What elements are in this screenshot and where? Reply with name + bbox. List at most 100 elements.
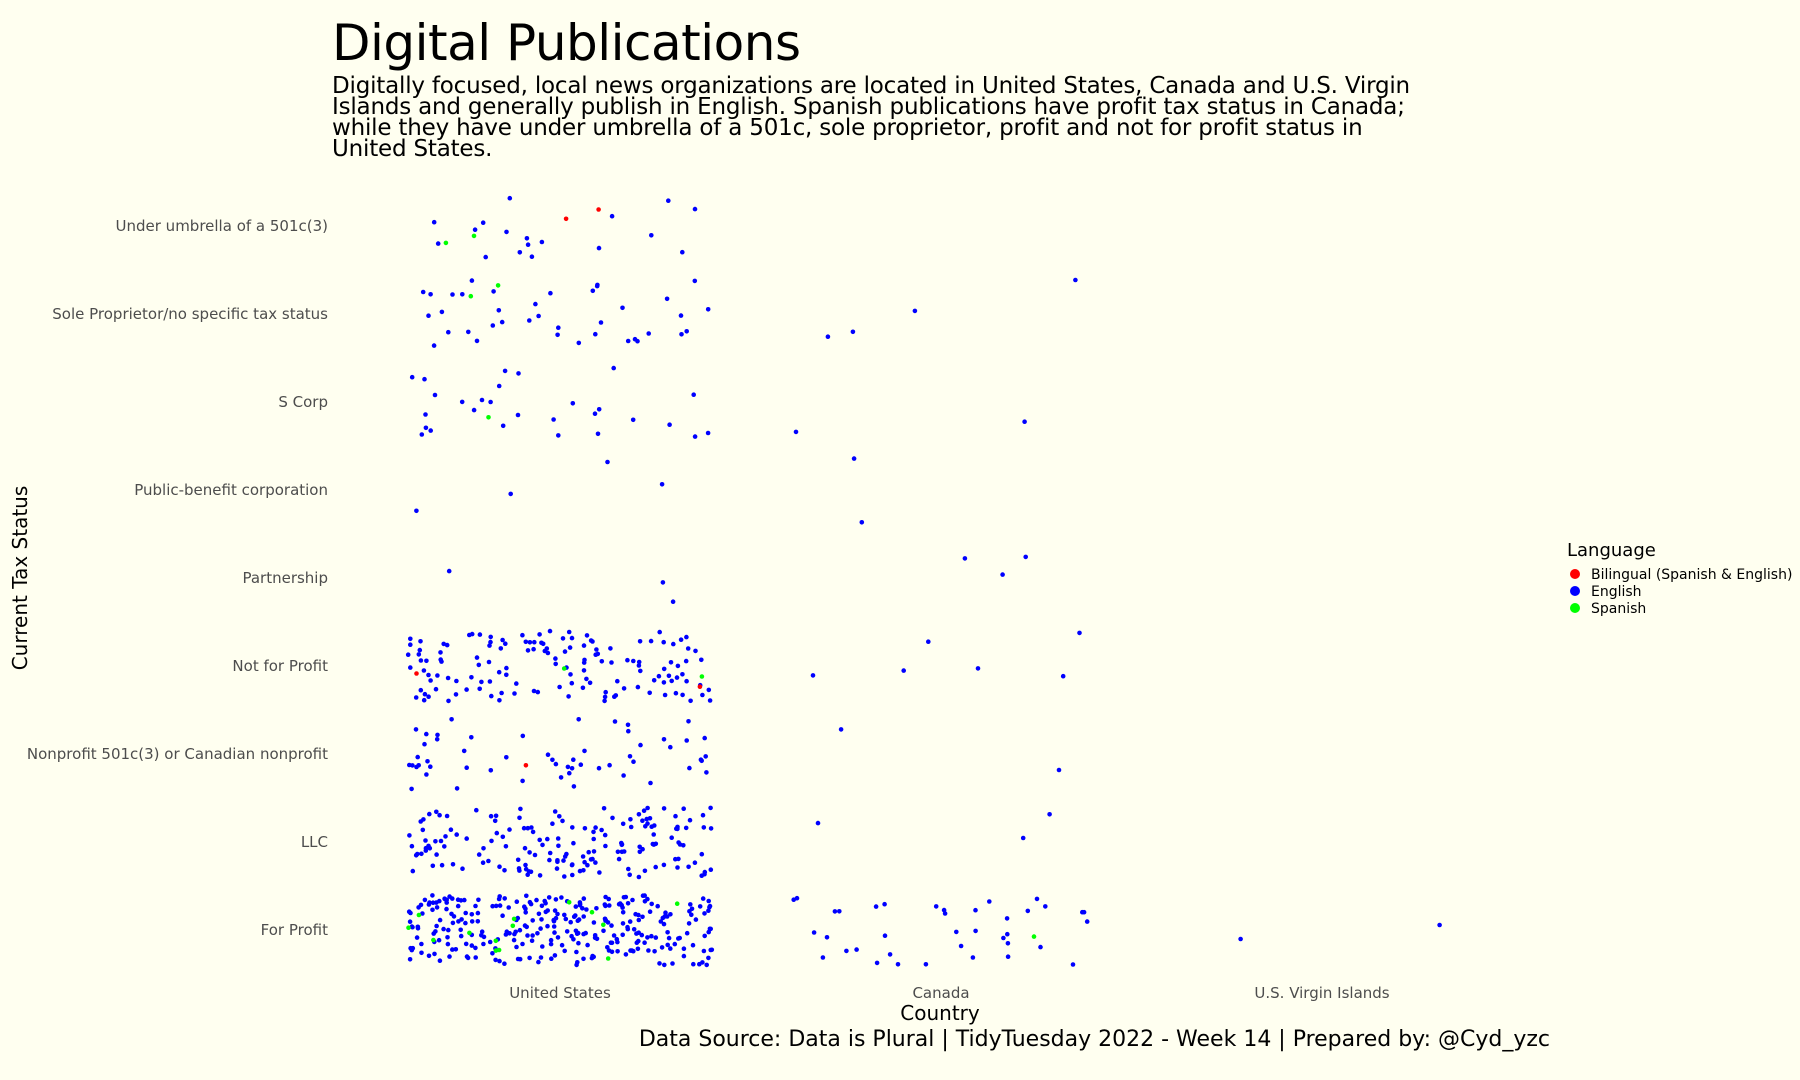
data-point-english [458, 927, 464, 933]
data-point-english [1001, 935, 1006, 941]
data-point-english [591, 849, 597, 854]
data-point-english [522, 904, 527, 909]
data-point-english [416, 652, 422, 657]
data-point-english [515, 857, 521, 863]
data-point-english [580, 906, 585, 911]
chart-title: Digital Publications [332, 14, 801, 72]
data-point-english [562, 948, 567, 954]
data-point-english [895, 962, 901, 967]
data-point-english [635, 946, 641, 952]
data-point-english [660, 580, 666, 585]
data-point-english [580, 854, 586, 859]
data-point-english [970, 955, 976, 960]
data-point-spanish [443, 240, 449, 246]
data-point-english [438, 838, 444, 844]
data-point-english [593, 331, 598, 337]
legend-label-english: English [1591, 584, 1642, 600]
data-point-english [469, 943, 475, 948]
data-point-english [507, 827, 512, 832]
data-point-english [514, 681, 519, 686]
data-point-english [444, 906, 449, 912]
data-point-english [620, 921, 626, 926]
data-point-english [439, 309, 445, 315]
data-point-english [700, 896, 706, 901]
data-point-english [655, 903, 660, 909]
data-point-english [493, 813, 499, 819]
data-point-english [450, 292, 455, 297]
data-point-english [820, 955, 826, 960]
data-point-english [469, 912, 475, 917]
data-point-english [607, 903, 612, 908]
data-point-english [640, 818, 645, 823]
data-point-english [545, 908, 550, 913]
data-point-english [684, 329, 689, 334]
data-point-english [873, 904, 879, 909]
data-point-english [426, 694, 431, 699]
data-point-english [661, 639, 666, 645]
data-point-english [642, 893, 647, 898]
data-point-english [581, 896, 587, 901]
data-point-english [1073, 277, 1078, 283]
data-point-english [530, 829, 536, 835]
data-point-english [671, 641, 676, 647]
data-point-english [636, 917, 642, 923]
data-point-english [559, 895, 564, 900]
data-point-english [591, 920, 597, 925]
x-tick-label-u-s-virgin-islands: U.S. Virgin Islands [1254, 984, 1389, 1002]
data-point-english [576, 917, 582, 922]
y-tick-label-for-profit: For Profit [261, 921, 328, 939]
data-point-english [611, 933, 617, 938]
data-point-english [565, 764, 571, 770]
data-point-english [699, 873, 704, 878]
y-tick-label-llc: LLC [301, 833, 328, 851]
data-point-english [535, 931, 540, 936]
data-point-english [516, 866, 522, 871]
data-point-english [422, 691, 428, 697]
data-point-english [548, 937, 554, 943]
data-point-english [688, 698, 693, 704]
data-point-english [426, 953, 432, 959]
data-point-english [486, 659, 492, 665]
data-point-english [425, 759, 430, 764]
data-point-english [1005, 941, 1011, 946]
data-point-english [706, 898, 711, 904]
data-point-english [408, 636, 413, 642]
data-point-english [653, 841, 659, 847]
data-point-english [690, 942, 696, 948]
data-point-english [431, 343, 437, 348]
data-point-english [954, 929, 959, 935]
data-point-english [459, 399, 465, 405]
data-point-english [561, 858, 566, 863]
data-point-english [472, 227, 478, 232]
data-point-english [678, 637, 684, 642]
data-point-english [460, 292, 465, 297]
data-point-english [620, 821, 626, 827]
data-point-english [567, 645, 573, 650]
data-point-english [529, 254, 535, 259]
data-point-english [420, 827, 426, 833]
data-point-english [433, 929, 438, 934]
data-point-english [598, 320, 604, 325]
data-point-spanish [589, 909, 595, 915]
data-point-english [882, 933, 888, 938]
data-point-english [942, 911, 948, 916]
data-point-bilingual-spanish-english [697, 684, 703, 689]
data-point-english [539, 640, 544, 646]
data-point-english [430, 900, 436, 905]
data-point-english [448, 827, 454, 832]
data-point-english [514, 899, 520, 904]
data-point-english [497, 698, 502, 703]
data-point-english [488, 768, 494, 773]
data-point-english [634, 931, 639, 936]
data-point-english [455, 903, 461, 909]
data-point-english [474, 807, 479, 813]
data-point-english [607, 762, 612, 768]
data-point-english [680, 249, 685, 255]
data-point-english [463, 910, 469, 916]
data-point-english [646, 331, 651, 336]
data-point-english [489, 693, 494, 699]
data-point-english [547, 857, 552, 863]
data-point-english [1437, 922, 1442, 928]
data-point-english [554, 866, 560, 871]
